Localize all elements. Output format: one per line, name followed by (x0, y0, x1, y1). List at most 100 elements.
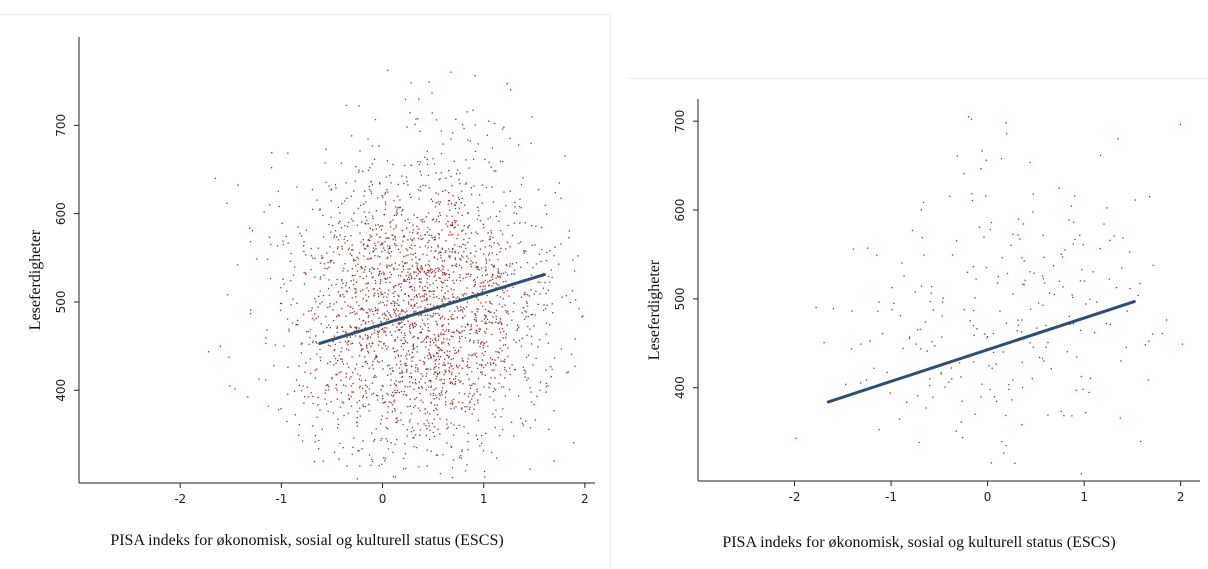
data-point (461, 450, 463, 453)
data-point (349, 336, 351, 338)
data-point (371, 432, 373, 434)
data-point (914, 291, 916, 293)
data-point (459, 258, 461, 260)
data-point (545, 322, 548, 324)
data-point (332, 319, 335, 322)
data-point (1115, 286, 1118, 289)
data-point (494, 122, 496, 125)
data-point (471, 371, 473, 373)
data-point (433, 256, 435, 258)
data-point (422, 287, 424, 289)
data-point (474, 150, 477, 153)
data-point (1048, 292, 1051, 294)
data-point (376, 360, 379, 363)
data-point (347, 344, 349, 346)
data-point (350, 306, 352, 308)
data-point (378, 273, 381, 275)
data-point (1017, 324, 1020, 326)
data-point (565, 295, 568, 297)
data-point (382, 301, 384, 304)
data-point (376, 197, 379, 199)
data-point (433, 389, 435, 391)
data-point (437, 267, 439, 269)
data-point (276, 245, 279, 247)
data-point (422, 253, 424, 255)
data-point (417, 272, 420, 275)
data-point (433, 257, 436, 259)
data-point (408, 276, 410, 278)
data-point (1058, 280, 1060, 282)
data-point (425, 425, 427, 427)
data-point (1001, 257, 1003, 259)
data-point (435, 192, 437, 194)
data-point (920, 348, 922, 350)
data-point (352, 260, 355, 262)
data-point (498, 244, 500, 246)
data-point (426, 298, 428, 300)
data-point (499, 320, 501, 323)
data-point (414, 252, 417, 255)
data-point (438, 335, 440, 338)
data-point (574, 299, 577, 301)
data-point (385, 281, 387, 284)
data-point (410, 238, 412, 240)
data-point (328, 185, 330, 187)
data-point (509, 137, 511, 140)
data-point (298, 434, 300, 436)
data-point (485, 186, 488, 189)
data-point (458, 349, 460, 352)
data-point (315, 340, 317, 343)
data-point (493, 266, 495, 268)
data-point (297, 226, 299, 228)
data-point (392, 300, 394, 302)
data-point (401, 175, 403, 177)
data-point (439, 178, 441, 180)
data-point (461, 309, 463, 311)
data-point (995, 400, 998, 403)
data-point (458, 207, 461, 209)
data-point (447, 200, 450, 202)
data-point (341, 358, 343, 361)
data-point (374, 224, 377, 226)
data-point (1072, 323, 1075, 325)
data-point (560, 243, 562, 245)
data-point (955, 240, 958, 242)
data-point (430, 290, 432, 293)
data-point (409, 327, 411, 329)
data-point (454, 204, 457, 206)
data-point (349, 253, 351, 255)
data-point (520, 417, 522, 420)
data-point (1147, 379, 1149, 381)
data-point (442, 271, 444, 274)
data-point (368, 314, 370, 317)
data-point (474, 354, 476, 356)
data-point (481, 202, 483, 204)
data-point (362, 277, 364, 280)
data-point (499, 374, 502, 376)
data-point (412, 436, 414, 439)
data-point (459, 309, 462, 312)
data-point (417, 237, 420, 240)
data-point (389, 226, 392, 228)
data-point (482, 289, 484, 291)
data-point (419, 410, 421, 412)
data-point (437, 373, 439, 376)
data-point (427, 263, 429, 266)
data-point (481, 363, 483, 366)
data-point (365, 311, 368, 314)
data-point (430, 272, 433, 274)
data-point (419, 281, 421, 283)
data-point (368, 308, 370, 310)
data-point (386, 300, 389, 302)
data-point (438, 252, 440, 254)
data-point (446, 350, 448, 352)
data-point (337, 359, 339, 362)
data-point (490, 166, 492, 168)
data-point (331, 378, 334, 380)
data-point (289, 260, 292, 262)
data-point (434, 394, 437, 396)
data-point (367, 350, 369, 352)
data-point (501, 289, 504, 292)
data-point (1006, 272, 1009, 275)
data-point (442, 143, 444, 145)
